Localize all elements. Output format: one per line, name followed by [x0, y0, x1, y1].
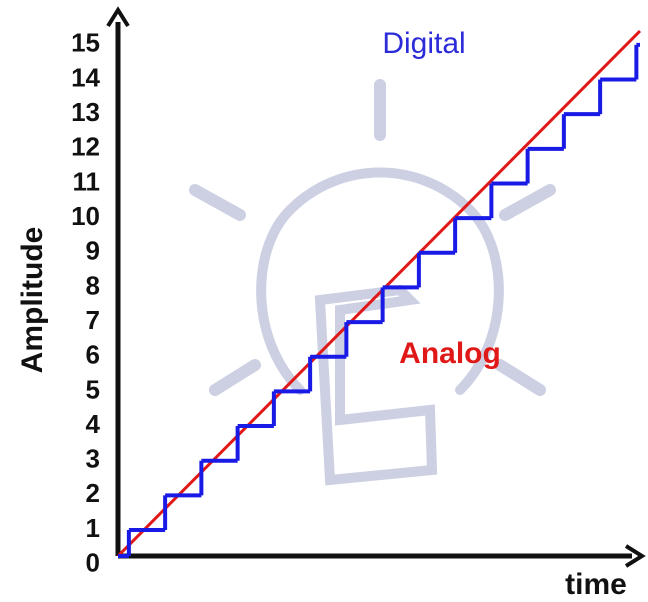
y-tick-label: 7: [86, 305, 100, 335]
y-tick-label: 3: [86, 444, 100, 474]
y-tick-label: 5: [86, 374, 100, 404]
y-tick-label: 12: [71, 132, 100, 162]
x-axis-label: time: [565, 568, 627, 601]
y-tick-label: 2: [86, 478, 100, 508]
y-tick-label: 8: [86, 270, 100, 300]
y-tick-label: 11: [73, 166, 101, 196]
y-tick-label: 1: [86, 513, 100, 543]
annotation: Digital: [382, 27, 465, 60]
bulb-watermark: [195, 85, 550, 480]
y-tick-label: 15: [71, 28, 100, 58]
y-tick-label: 6: [86, 340, 100, 370]
y-tick-label: 13: [71, 97, 100, 127]
annotation: Analog: [399, 337, 501, 370]
y-axis-label: Amplitude: [16, 227, 49, 374]
y-tick-label: 10: [71, 201, 100, 231]
y-tick-label: 4: [86, 409, 101, 439]
y-tick-label: 9: [86, 236, 100, 266]
y-tick-label: 0: [86, 548, 100, 578]
chart: Amplitude time Digital Analog 0123456789…: [0, 0, 648, 602]
y-tick-label: 14: [71, 62, 100, 92]
